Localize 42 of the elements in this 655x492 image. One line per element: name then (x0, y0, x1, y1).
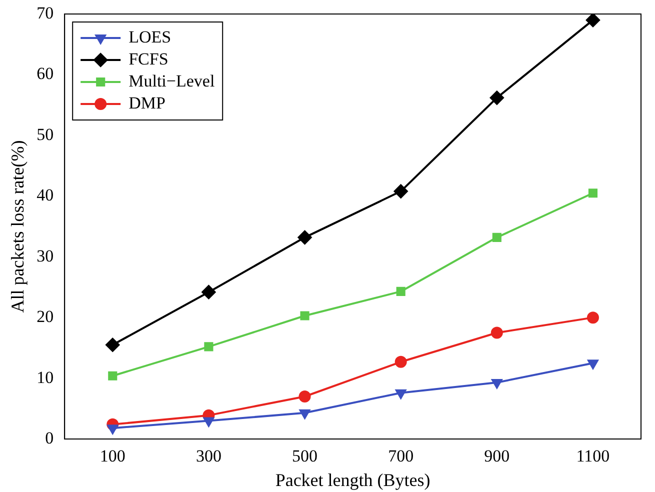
point (586, 312, 599, 324)
point (204, 342, 214, 352)
point (298, 390, 311, 402)
point (490, 326, 503, 339)
point (203, 417, 214, 427)
legend-label: DMP (128, 93, 166, 112)
point (492, 232, 502, 242)
point (490, 90, 504, 105)
point (394, 184, 408, 198)
legend-label: LOES (128, 27, 172, 46)
point (588, 360, 598, 370)
point (299, 409, 310, 419)
point (300, 311, 310, 320)
y-tick-label: 60 (36, 64, 54, 84)
y-tick-label: 70 (36, 3, 54, 22)
point (396, 389, 406, 399)
y-axis-title: All packets loss rate(%) (8, 140, 28, 313)
point (298, 230, 312, 244)
point (394, 356, 407, 368)
x-tick-label: 300 (196, 446, 222, 466)
point (396, 286, 406, 296)
point (108, 371, 118, 380)
point (588, 188, 598, 198)
legend-label: Multi−Level (128, 71, 215, 90)
point (586, 14, 600, 28)
x-tick-label: 1100 (576, 446, 610, 466)
y-tick-label: 20 (36, 307, 54, 326)
x-tick-label: 500 (292, 446, 318, 466)
x-tick-label: 100 (100, 446, 126, 466)
legend-label: FCFS (128, 49, 168, 68)
y-tick-label: 50 (36, 124, 54, 144)
point (202, 285, 216, 300)
x-tick-label: 900 (484, 446, 510, 466)
x-axis-title: Packet length (Bytes) (275, 470, 430, 490)
y-tick-label: 0 (45, 428, 54, 448)
y-tick-label: 30 (36, 246, 54, 266)
point (107, 424, 118, 434)
x-tick-label: 700 (388, 446, 414, 466)
y-tick-label: 40 (36, 186, 54, 205)
y-tick-label: 10 (36, 368, 54, 387)
point (492, 379, 502, 389)
point (106, 338, 120, 352)
